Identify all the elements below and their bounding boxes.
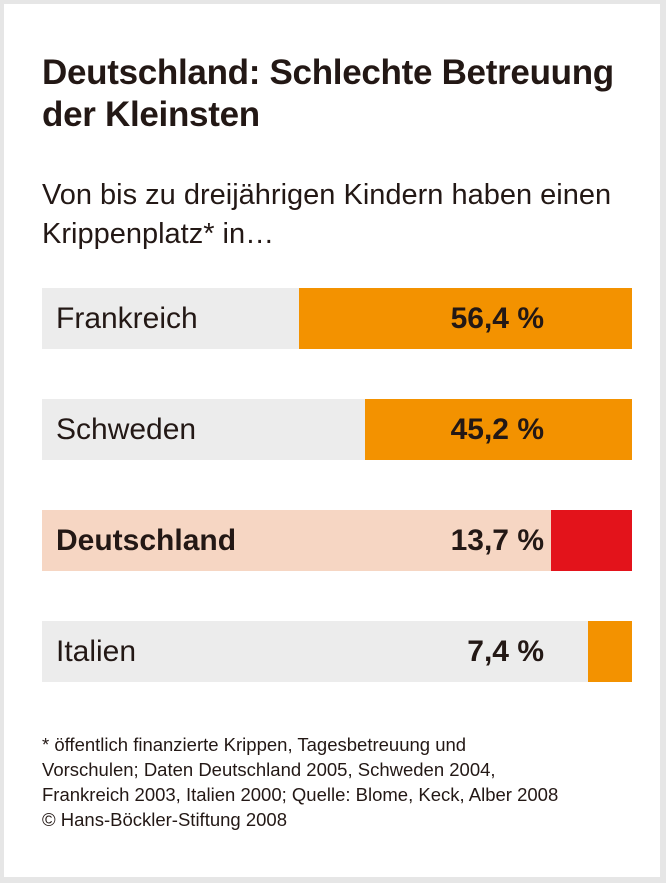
footnote-line: * öffentlich finanzierte Krippen, Tagesb… — [42, 734, 467, 755]
chart-card: Deutschland: Schlechte Betreuung der Kle… — [4, 4, 660, 877]
bar-frankreich — [299, 288, 632, 349]
copyright: © Hans-Böckler-Stiftung 2008 — [42, 809, 287, 830]
footnote-line: Vorschulen; Daten Deutschland 2005, Schw… — [42, 759, 496, 780]
data-label: 13,7 % — [450, 524, 544, 557]
footnote-line: Frankreich 2003, Italien 2000; Quelle: B… — [42, 784, 559, 805]
chart-subtitle: Von bis zu dreijährigen Kindern haben ei… — [42, 179, 612, 250]
bar-schweden — [365, 399, 632, 460]
bar-row-schweden: Schweden 45,2 % — [42, 399, 632, 460]
bar-italien — [588, 621, 632, 682]
category-label: Deutschland — [56, 524, 237, 557]
data-label: 56,4 % — [450, 302, 544, 335]
bar-row-frankreich: Frankreich 56,4 % — [42, 288, 632, 349]
category-label: Frankreich — [56, 302, 198, 335]
data-label: 7,4 % — [467, 635, 544, 668]
footnote: * öffentlich finanzierte Krippen, Tagesb… — [42, 732, 652, 832]
chart-title: Deutschland: Schlechte Betreuung der Kle… — [42, 53, 614, 134]
bar-row-deutschland: Deutschland 13,7 % — [42, 510, 632, 571]
data-label: 45,2 % — [450, 413, 544, 446]
category-label: Schweden — [56, 413, 197, 446]
bar-deutschland — [551, 510, 632, 571]
category-label: Italien — [56, 635, 137, 668]
bar-row-italien: Italien 7,4 % — [42, 621, 632, 682]
